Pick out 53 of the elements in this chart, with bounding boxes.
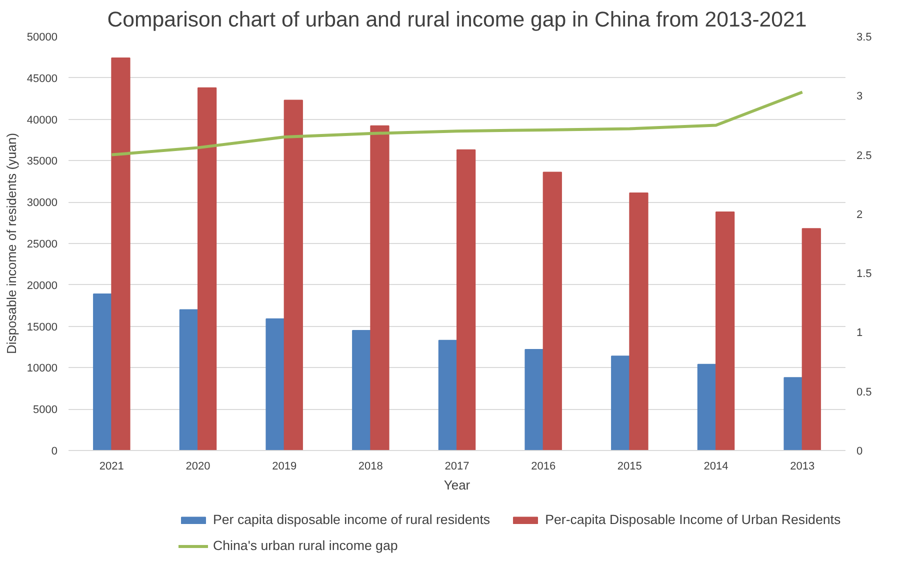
- x-tick-label: 2021: [99, 460, 124, 472]
- y2-tick-label: 3: [856, 90, 863, 103]
- y-tick-label: 20000: [26, 280, 58, 292]
- y-tick-label: 5000: [33, 404, 58, 416]
- bar: [542, 172, 562, 450]
- legend-label: China's urban rural income gap: [213, 538, 398, 553]
- x-tick-label: 2017: [444, 460, 470, 472]
- bar: [456, 149, 476, 450]
- bar: [179, 309, 198, 450]
- line-series: [110, 90, 804, 156]
- legend-label: Per-capita Disposable Income of Urban Residents: [545, 512, 841, 527]
- bar: [716, 212, 735, 450]
- y-tick-label: 40000: [26, 114, 58, 126]
- x-tick-label: 2013: [790, 460, 815, 472]
- y2-tick-label: 1: [856, 327, 863, 340]
- bar: [438, 340, 458, 450]
- bar: [266, 318, 285, 450]
- y-tick-label: 15000: [26, 321, 58, 334]
- y2-tick-label: 0: [856, 446, 863, 458]
- y-tick-label: 10000: [26, 362, 58, 375]
- y2-tick-label: 0.5: [856, 386, 872, 398]
- y-tick-label: 35000: [26, 156, 58, 168]
- y-axis-title: Disposable income of residents (yuan): [4, 132, 19, 354]
- y2-tick-label: 2: [856, 208, 863, 221]
- y2-tick-label: 1.5: [856, 268, 872, 280]
- bar: [284, 100, 303, 450]
- x-tick-label: 2019: [272, 460, 297, 472]
- bar: [111, 58, 130, 450]
- x-tick-label: 2016: [531, 460, 556, 472]
- bar: [352, 330, 372, 450]
- x-tick-label: 2020: [186, 460, 210, 472]
- y-tick-label: 50000: [26, 32, 58, 44]
- bar: [198, 87, 217, 450]
- y2-tick-label: 2.5: [856, 150, 872, 162]
- x-tick-label: 2018: [358, 460, 383, 472]
- bar: [784, 377, 803, 450]
- bar: [697, 364, 716, 450]
- bar: [370, 125, 390, 450]
- y-tick-label: 30000: [26, 197, 58, 210]
- y2-tick-label: 3.5: [856, 32, 872, 44]
- y-tick-label: 45000: [26, 72, 58, 85]
- legend-label: Per capita disposable income of rural residents: [213, 512, 490, 527]
- bar: [93, 294, 112, 450]
- x-axis-title: Year: [444, 478, 471, 492]
- x-tick-label: 2014: [704, 460, 728, 472]
- bar: [524, 348, 544, 450]
- y-tick-label: 0: [51, 446, 58, 458]
- y-tick-label: 25000: [26, 238, 58, 250]
- bar: [802, 228, 821, 450]
- bar: [629, 192, 648, 450]
- chart-title: Comparison chart of urban and rural income gap in China from 2013-2021: [107, 8, 807, 32]
- bar: [611, 356, 630, 450]
- x-tick-label: 2015: [617, 460, 642, 472]
